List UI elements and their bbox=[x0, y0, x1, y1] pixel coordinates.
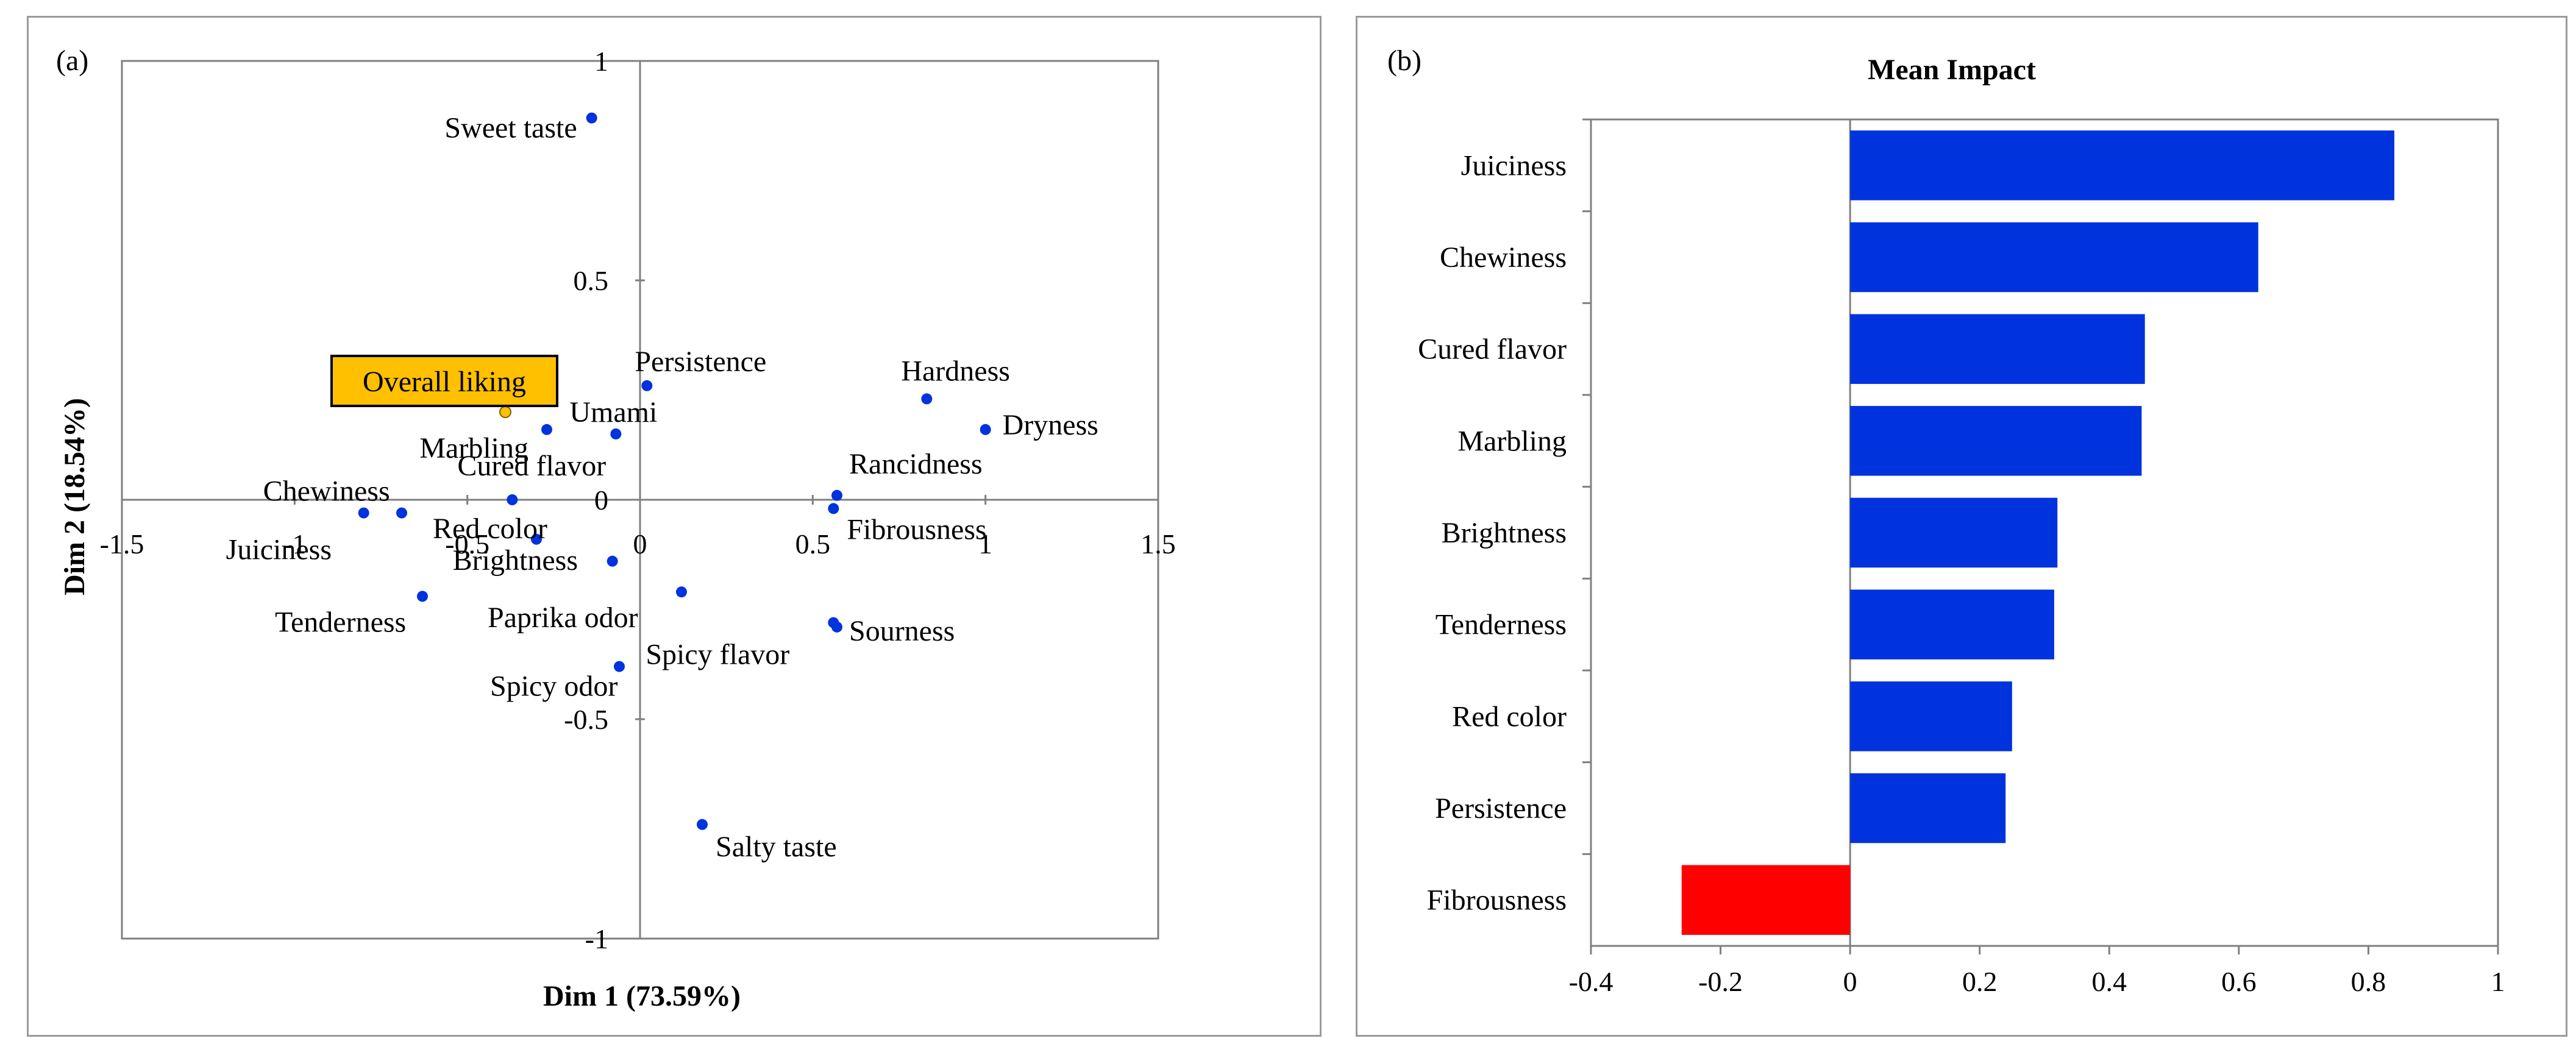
point-juiciness bbox=[396, 507, 407, 519]
x-tick-label: 0.5 bbox=[795, 528, 831, 559]
point-label-hardness: Hardness bbox=[901, 355, 1010, 387]
point-label-chewiness: Chewiness bbox=[263, 475, 390, 508]
x-tick-label: -0.5 bbox=[445, 528, 489, 559]
bar-red-color bbox=[1850, 681, 2012, 751]
panel-a-letter: (a) bbox=[56, 44, 88, 77]
point-label-spicy-flavor: Spicy flavor bbox=[646, 639, 789, 671]
bar-chewiness bbox=[1850, 222, 2258, 293]
point-overall-liking bbox=[499, 406, 511, 418]
point-sweet-taste bbox=[586, 112, 597, 124]
point-fibrousness bbox=[828, 503, 839, 514]
bar-fibrousness bbox=[1681, 865, 1851, 935]
point-salty-taste bbox=[697, 819, 708, 830]
x-axis-title: Dim 1 (73.59%) bbox=[543, 980, 741, 1012]
point-label-paprika-odor: Paprika odor bbox=[488, 602, 638, 634]
point-chewiness bbox=[358, 507, 369, 519]
point-umami bbox=[610, 428, 622, 439]
chart-title: Mean Impact bbox=[1868, 54, 2036, 86]
point-brightness bbox=[607, 555, 618, 567]
y-tick-label: 0.5 bbox=[574, 265, 609, 296]
bar-category-label: Brightness bbox=[1442, 517, 1567, 549]
point-label-sourness: Sourness bbox=[849, 615, 955, 647]
bar-persistence bbox=[1850, 773, 2006, 844]
point-label-juiciness: Juiciness bbox=[226, 534, 332, 566]
bar-x-tick-label: 0.6 bbox=[2221, 966, 2257, 997]
point-tenderness bbox=[417, 591, 428, 602]
point-label-overall-liking: Overall liking bbox=[363, 366, 526, 398]
x-tick-label: 1.5 bbox=[1140, 528, 1176, 559]
panel-b-letter: (b) bbox=[1387, 44, 1421, 77]
point-label-marbling: Marbling bbox=[419, 432, 528, 464]
bar-x-tick-label: 0.2 bbox=[1962, 966, 1998, 997]
point-label-umami: Umami bbox=[569, 396, 657, 428]
y-axis-title: Dim 2 (18.54%) bbox=[59, 398, 91, 595]
bar-category-label: Red color bbox=[1452, 700, 1567, 733]
point-red-color bbox=[531, 533, 542, 545]
bar-category-label: Tenderness bbox=[1436, 609, 1567, 641]
point-label-persistence: Persistence bbox=[635, 346, 766, 378]
highlight-label-box bbox=[330, 355, 558, 407]
point-label-cured-flavor: Cured flavor bbox=[457, 450, 606, 482]
point-rancidness bbox=[831, 489, 842, 501]
x-tick-label: 0 bbox=[633, 528, 647, 559]
point-label-rancidness: Rancidness bbox=[849, 448, 983, 480]
point-persistence bbox=[641, 380, 653, 391]
point-label-brightness: Brightness bbox=[453, 544, 578, 577]
bar-x-tick-label: -0.4 bbox=[1569, 966, 1614, 997]
point-label-spicy-odor: Spicy odor bbox=[490, 670, 617, 703]
point-hardness bbox=[921, 393, 933, 405]
bar-x-tick-label: 0.4 bbox=[2092, 966, 2127, 997]
bar-category-label: Juiciness bbox=[1461, 149, 1567, 182]
x-tick-label: -1 bbox=[283, 528, 306, 559]
bar-x-tick-label: 0 bbox=[1843, 966, 1857, 997]
panel-a-biplot bbox=[27, 16, 1322, 1037]
point-cured-flavor bbox=[507, 494, 518, 505]
point-paprika-odor bbox=[676, 586, 687, 598]
point-marbling bbox=[541, 424, 552, 435]
bar-plot-frame bbox=[1590, 118, 2499, 947]
point-sourness bbox=[831, 621, 842, 633]
bar-tenderness bbox=[1850, 589, 2054, 659]
point-label-red-color: Red color bbox=[433, 513, 547, 545]
point-label-tenderness: Tenderness bbox=[275, 606, 406, 638]
bar-x-tick-label: 1 bbox=[2491, 966, 2505, 997]
point-label-sweet-taste: Sweet taste bbox=[444, 112, 577, 144]
bar-category-label: Fibrousness bbox=[1427, 884, 1567, 917]
point-label-fibrousness: Fibrousness bbox=[847, 513, 986, 545]
bar-marbling bbox=[1850, 406, 2142, 476]
y-tick-label: 0 bbox=[594, 485, 608, 516]
point-dryness bbox=[980, 424, 991, 435]
point-label-salty-taste: Salty taste bbox=[716, 831, 837, 863]
scatter-layer: -1.5 -1 -0.5 0 0.5 1 1.5 1 0.5 0 -0.5 -1 Sweet taste… bbox=[100, 46, 1176, 954]
y-tick-label: -1 bbox=[585, 923, 608, 954]
bar-category-label: Persistence bbox=[1435, 792, 1567, 825]
bar-category-label: Marbling bbox=[1457, 425, 1567, 457]
bar-cured-flavor bbox=[1850, 314, 2145, 384]
point-spicy-odor bbox=[614, 661, 625, 672]
bar-x-tick-label: -0.2 bbox=[1698, 966, 1743, 997]
bar-x-tick-label: 0.8 bbox=[2351, 966, 2386, 997]
y-tick-label: 1 bbox=[594, 46, 608, 77]
x-tick-label: -1.5 bbox=[100, 528, 144, 559]
x-tick-label: 1 bbox=[978, 528, 992, 559]
bar-layer: -0.4 -0.2 0 0.2 0.4 0.6 0.8 1 Juiciness Chewiness… bbox=[1418, 118, 2505, 997]
bar-brightness bbox=[1850, 497, 2058, 568]
bar-category-label: Cured flavor bbox=[1418, 333, 1567, 366]
point-label-dryness: Dryness bbox=[1003, 409, 1098, 441]
y-tick-label: -0.5 bbox=[564, 704, 608, 735]
bar-category-label: Chewiness bbox=[1440, 241, 1567, 274]
bar-juiciness bbox=[1850, 130, 2394, 201]
